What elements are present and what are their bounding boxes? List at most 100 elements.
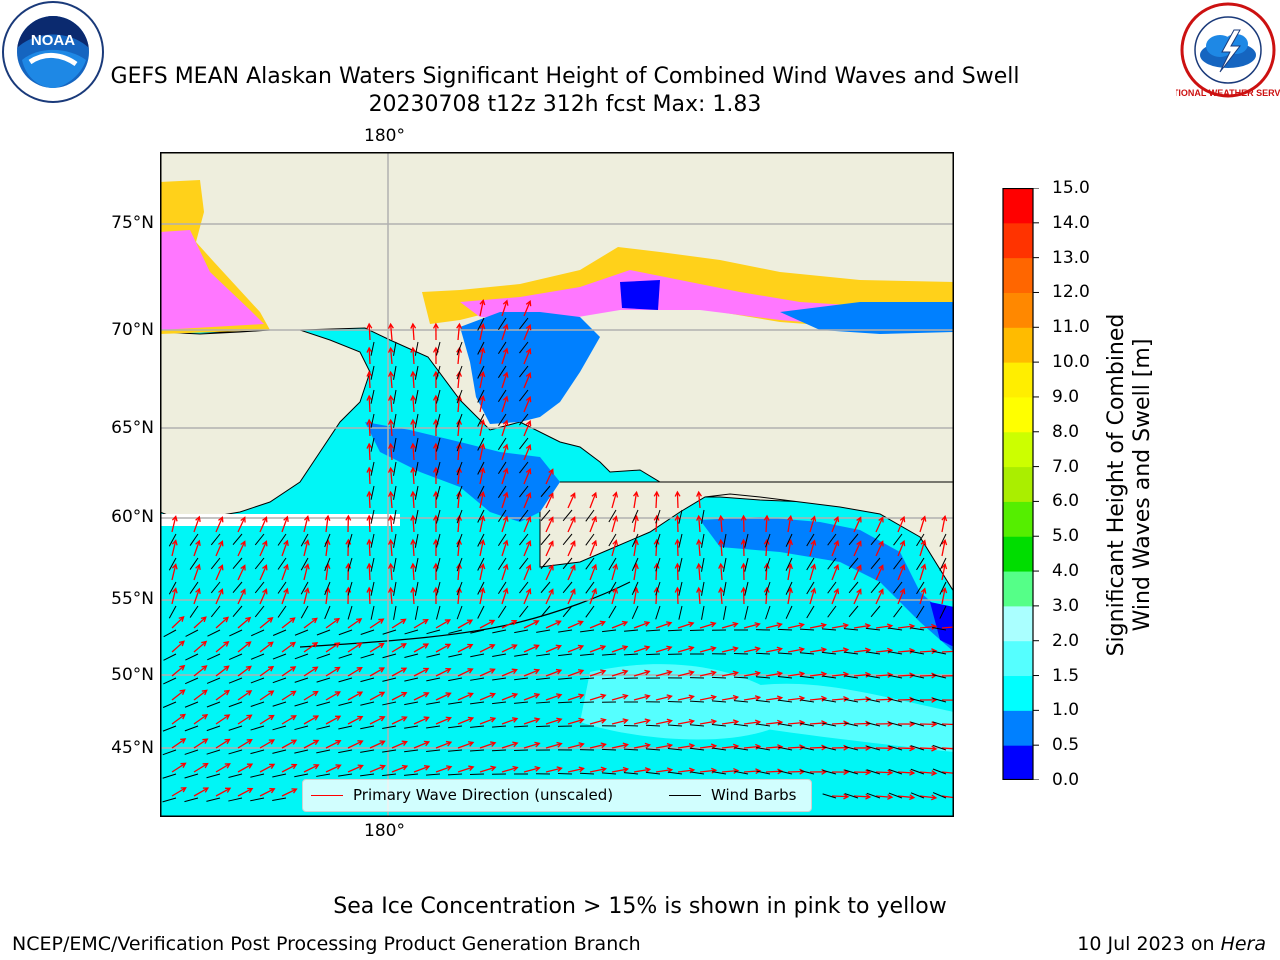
wave-arrow [655, 720, 672, 725]
wave-arrow-head [262, 540, 268, 547]
wave-arrow-head [379, 740, 386, 746]
wave-arrow [897, 795, 914, 799]
wind-barb [562, 533, 573, 546]
wave-arrow [215, 763, 231, 773]
colorbar-tick-label: 5.0 [1052, 526, 1080, 547]
wave-arrow [743, 745, 760, 749]
wave-arrow [435, 619, 451, 629]
legend-label-barb: Wind Barbs [711, 786, 797, 804]
wave-arrow [589, 564, 597, 581]
colorbar-tick-label: 0.0 [1052, 770, 1080, 790]
wave-arrow-head [479, 563, 486, 570]
wave-arrow [919, 771, 936, 775]
wind-barb [294, 773, 309, 778]
wind-barb [370, 389, 375, 404]
wave-arrow [765, 648, 782, 653]
wind-barb [189, 581, 199, 594]
wave-arrow-head [333, 617, 341, 624]
wind-barb [778, 723, 793, 727]
wave-arrow-head [864, 623, 872, 630]
wind-barb [491, 749, 507, 752]
colorbar-segment [1003, 745, 1033, 781]
wave-arrow-head [740, 538, 747, 545]
wave-arrow-head [578, 693, 585, 700]
wind-barb [254, 605, 265, 618]
wind-barb [562, 605, 573, 618]
wind-barb [477, 437, 485, 451]
wave-arrow-head [378, 618, 385, 624]
wave-arrow-head [776, 646, 783, 653]
wave-arrow [391, 741, 407, 749]
wave-arrow-head [180, 738, 187, 744]
wind-barb [250, 725, 265, 731]
wave-arrow [369, 618, 384, 629]
wave-arrow-head [941, 538, 948, 546]
wave-arrow-head [941, 562, 948, 570]
colorbar-tick-label: 8.0 [1052, 421, 1080, 442]
wave-arrow-head [533, 644, 540, 650]
wind-barb [347, 605, 353, 620]
wave-arrow-head [201, 689, 208, 696]
wind-barb [646, 771, 661, 775]
wave-arrow [699, 745, 716, 749]
wave-arrow-head [479, 515, 486, 522]
wave-arrow-head [856, 564, 862, 571]
wind-barb [608, 533, 617, 547]
wave-arrow-head [324, 514, 331, 522]
wind-barb [602, 772, 617, 775]
wave-arrow-head [931, 770, 938, 776]
wind-barb [519, 461, 529, 474]
wave-arrow-head [283, 563, 289, 570]
wave-arrow-head [388, 466, 394, 473]
wave-arrow [281, 666, 296, 677]
wind-barb [456, 533, 463, 548]
wave-arrow [589, 588, 597, 605]
wind-barb [701, 581, 705, 596]
wind-barb [939, 533, 947, 547]
wave-arrow-head [180, 787, 187, 793]
colorbar-title-line1: Significant Height of Combined [1104, 313, 1129, 657]
wave-arrow-head [732, 670, 739, 677]
wind-barb [602, 653, 617, 656]
wind-barb [470, 725, 485, 728]
wave-arrow [325, 564, 329, 581]
wind-barb [734, 723, 749, 727]
wave-arrow [391, 618, 406, 629]
wave-arrow [897, 516, 905, 533]
wind-barb [712, 771, 727, 775]
wind-barb [163, 677, 177, 685]
wave-arrow-head [479, 395, 486, 402]
wave-arrow-head [622, 742, 629, 749]
wave-arrow [721, 720, 738, 725]
wave-arrow [259, 763, 275, 773]
wind-barb [916, 581, 925, 595]
wave-arrow-head [578, 766, 585, 773]
wave-arrow [589, 492, 597, 509]
wave-arrow [281, 715, 297, 725]
wind-barb [910, 650, 925, 655]
wave-arrow [523, 300, 531, 317]
wind-barb [338, 677, 353, 683]
wave-arrow-head [688, 718, 696, 725]
wave-arrow [831, 648, 848, 653]
wave-arrow [787, 564, 792, 581]
wind-barb [562, 557, 573, 570]
wave-arrow-head [931, 794, 938, 801]
wind-barb [338, 629, 353, 636]
wind-barb [822, 769, 837, 775]
wind-barb [393, 389, 397, 404]
colorbar-segment [1003, 431, 1033, 468]
wave-arrow-head [920, 515, 927, 522]
wave-arrow-head [525, 539, 532, 547]
wave-arrow [325, 540, 329, 557]
wind-barb [655, 557, 661, 572]
colorbar-tick-label: 3.0 [1052, 595, 1080, 616]
wind-barb [324, 557, 331, 572]
wave-arrow-head [666, 742, 674, 749]
wave-arrow-head [388, 346, 394, 353]
wave-arrow-head [787, 514, 793, 522]
wind-barb [414, 557, 419, 572]
wave-arrow-head [388, 322, 394, 329]
wind-barb [888, 674, 903, 679]
wave-arrow [347, 667, 363, 677]
